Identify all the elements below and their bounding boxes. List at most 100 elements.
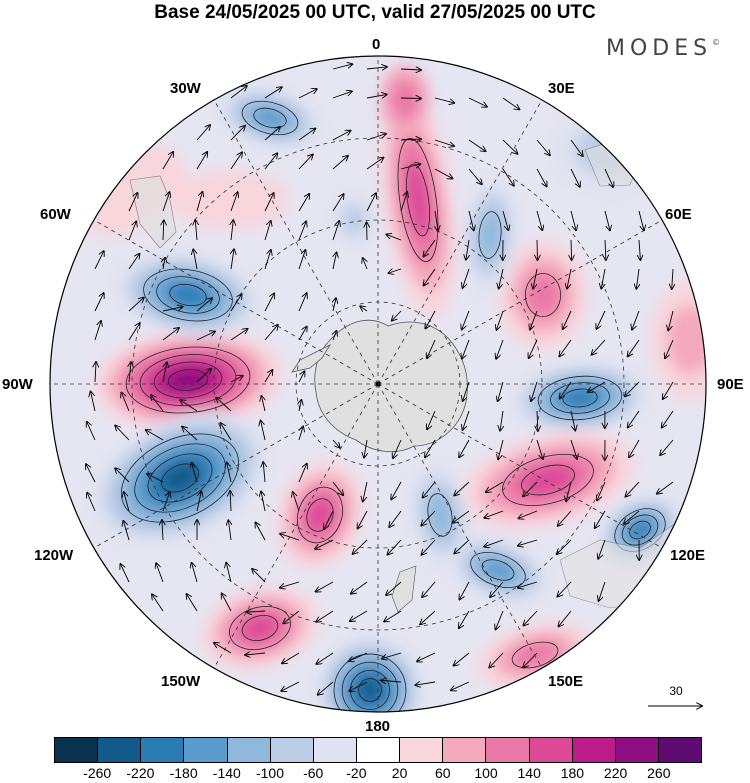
wind-vector — [298, 250, 305, 270]
contour-line — [167, 369, 209, 391]
wind-vector — [451, 681, 470, 690]
wind-vector — [358, 510, 368, 529]
colorbar-swatch — [658, 738, 702, 762]
wind-vector — [592, 339, 606, 355]
wind-vector — [531, 381, 538, 401]
wind-vector — [486, 481, 504, 492]
wind-vector — [332, 439, 340, 448]
wind-vector — [196, 369, 211, 383]
wind-vector — [558, 510, 572, 526]
wind-vector — [95, 362, 96, 383]
colorbar-swatch — [98, 738, 142, 762]
wind-vector — [363, 258, 367, 270]
wind-vector — [128, 298, 144, 312]
wind-vector — [425, 310, 436, 329]
wind-vector — [332, 481, 343, 495]
lon-label-30E: 30E — [548, 80, 575, 97]
wind-vector — [261, 491, 266, 512]
wind-vector — [180, 400, 198, 412]
wind-vector — [128, 323, 140, 341]
meridian-line — [92, 383, 379, 550]
wind-vector — [152, 594, 164, 612]
colorbar-swatch — [486, 738, 530, 762]
wind-vector — [94, 251, 104, 270]
contour-line — [306, 498, 334, 532]
lon-label-120E: 120E — [670, 547, 706, 564]
wind-vector — [518, 539, 538, 546]
wind-vector — [94, 321, 101, 341]
wind-vector — [298, 194, 309, 212]
wind-vector — [499, 268, 504, 289]
wind-vector — [657, 481, 674, 494]
lon-label-30W: 30W — [170, 80, 201, 97]
wind-vector — [115, 426, 130, 441]
anomaly-shade — [520, 464, 576, 496]
wind-vector — [316, 581, 334, 592]
wind-vector — [570, 439, 577, 459]
anomaly-shade — [168, 283, 208, 307]
wind-vector — [332, 221, 339, 241]
wind-vector — [228, 520, 231, 541]
contour-line — [160, 463, 200, 493]
wind-vector — [230, 294, 242, 312]
wind-vector — [299, 400, 301, 412]
anomaly-shade — [405, 162, 431, 238]
wind-vector — [196, 298, 212, 312]
wind-vector — [124, 492, 130, 512]
colorbar-tick-label: -20 — [346, 765, 367, 781]
colorbar-swatch — [529, 738, 573, 762]
wind-vector — [570, 210, 576, 230]
wind-vector — [162, 307, 183, 312]
wind-vector — [454, 539, 470, 554]
colorbar-tick-label: 220 — [603, 765, 628, 781]
wind-vector — [605, 239, 606, 260]
anomaly-shade — [478, 210, 502, 260]
meridian-line — [212, 98, 379, 385]
latitude-circle — [131, 137, 625, 631]
wind-vector — [518, 581, 538, 588]
brand-name: MODES — [606, 36, 713, 61]
wind-vector — [427, 339, 436, 358]
wind-vector — [502, 139, 517, 154]
wind-vector — [86, 464, 96, 483]
colorbar-swatch — [443, 738, 487, 762]
wind-vector — [424, 239, 436, 256]
colorbar-tick-label: -180 — [169, 765, 198, 781]
wind-vector — [434, 168, 453, 179]
wind-vector — [196, 125, 210, 141]
contour-line — [511, 641, 559, 669]
anomaly-shade — [561, 388, 599, 408]
colorbar-swatch — [356, 738, 401, 762]
wind-vector — [424, 268, 436, 285]
wind-vector — [523, 610, 538, 626]
lon-label-90W: 90W — [2, 376, 33, 393]
wind-vector — [195, 220, 197, 241]
lon-label-90E: 90E — [717, 376, 744, 393]
colorbar-swatch — [400, 738, 444, 762]
wind-vector — [280, 581, 300, 588]
wind-vector — [162, 328, 179, 341]
wind-vector — [466, 239, 469, 260]
wind-vector — [333, 331, 336, 341]
wind-vector — [570, 139, 583, 156]
wind-vector — [484, 510, 504, 518]
wind-vector — [393, 439, 402, 458]
colorbar-swatch — [55, 738, 99, 762]
wind-vector — [454, 481, 470, 495]
map-boundary — [49, 55, 707, 713]
wind-vector — [364, 439, 367, 458]
wind-vector — [298, 89, 317, 99]
wind-vector — [400, 164, 420, 170]
wind-vector — [628, 339, 640, 356]
wind-vector — [282, 652, 300, 663]
lon-label-120W: 120W — [34, 547, 74, 564]
lon-label-150W: 150W — [161, 673, 201, 690]
contour-line — [629, 520, 651, 540]
wind-vector — [422, 581, 436, 597]
wind-vector — [261, 396, 265, 412]
wind-vector — [230, 152, 242, 170]
wind-vector — [604, 210, 610, 230]
wind-vector — [536, 210, 542, 230]
wind-vector — [636, 268, 639, 289]
